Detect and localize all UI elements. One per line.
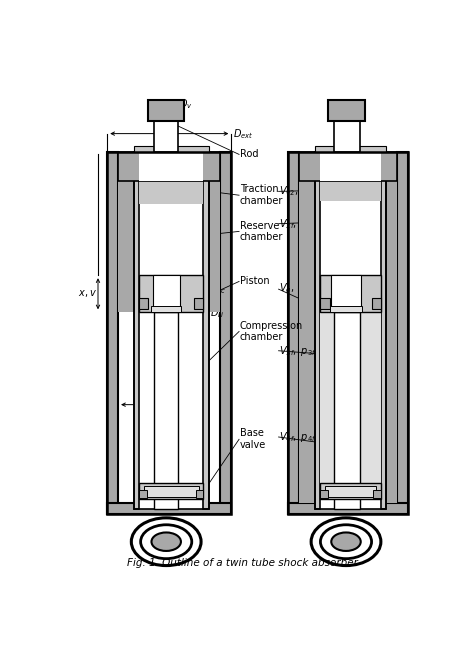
Text: Reserve
chamber: Reserve chamber [240,221,283,243]
Bar [331,275,361,309]
Bar [328,101,365,121]
Bar [320,382,381,483]
Bar [107,152,118,514]
Text: Compression
chamber: Compression chamber [240,321,303,342]
Bar [194,299,203,309]
Bar [107,152,231,514]
Bar [288,152,408,514]
Text: $V_{3f},\ p_{3f}$: $V_{3f},\ p_{3f}$ [279,344,317,358]
Bar [397,152,408,514]
Bar [334,312,360,509]
Bar [139,299,148,309]
Text: $D_v$: $D_v$ [179,97,193,112]
Text: $V_g,\ p_g$: $V_g,\ p_g$ [279,282,311,296]
Bar [118,152,220,181]
Text: $x, v$: $x, v$ [78,288,96,299]
Bar [299,181,315,312]
Bar [334,121,360,152]
Text: Base
valve: Base valve [240,428,266,450]
Bar [288,152,299,514]
Bar [315,152,386,509]
Bar [315,146,386,152]
Bar [139,275,203,312]
Ellipse shape [331,533,361,551]
Text: Fig. 1  Outline of a twin tube shock absorber: Fig. 1 Outline of a twin tube shock abso… [128,558,358,568]
Bar [139,490,147,498]
Bar [153,275,180,309]
Bar [320,312,381,382]
Text: $V_{v2},\ p_{v2}$: $V_{v2},\ p_{v2}$ [279,184,319,199]
Bar [299,152,397,181]
Bar [139,483,203,499]
Bar [288,152,408,514]
Text: $V_{2f},\ p_{2f}$: $V_{2f},\ p_{2f}$ [279,217,317,231]
Bar [134,152,139,509]
Bar [386,152,397,503]
Bar [320,483,381,499]
Bar [139,152,203,181]
Bar [288,503,408,514]
Bar [154,121,178,152]
Text: Traction
chamber: Traction chamber [240,184,283,206]
Bar [134,146,209,152]
Bar [320,152,381,181]
Text: $D_c$: $D_c$ [157,406,170,420]
Bar [118,181,134,312]
Bar [196,490,203,498]
Bar [373,490,381,498]
Bar [154,312,178,509]
Bar [320,181,381,201]
Bar [107,503,231,514]
Bar [148,101,184,121]
Text: $D_{ri}$: $D_{ri}$ [210,306,225,320]
Bar [203,152,209,509]
Bar [315,152,320,509]
Bar [134,152,209,509]
Ellipse shape [152,533,181,551]
Ellipse shape [311,518,381,566]
Bar [320,299,330,309]
Bar [134,152,209,509]
Ellipse shape [141,525,192,559]
Bar [209,181,220,312]
Text: $D_{rc}$: $D_{rc}$ [210,283,226,296]
Ellipse shape [131,518,201,566]
Bar [220,152,231,514]
Bar [144,486,199,497]
Bar [325,486,376,497]
Bar [381,152,386,509]
Bar [330,306,362,312]
Bar [386,181,397,312]
Bar [372,299,381,309]
Bar [315,152,386,509]
Bar [299,152,315,503]
Bar [320,275,381,312]
Bar [320,175,381,181]
Text: $D_{ext}$: $D_{ext}$ [233,126,254,141]
Bar [139,181,203,204]
Bar [151,306,182,312]
Text: $V_{4f},\ p_{4f}$: $V_{4f},\ p_{4f}$ [279,430,317,444]
Ellipse shape [320,525,372,559]
Bar [107,152,231,514]
Text: Piston: Piston [240,277,269,286]
Text: Rod: Rod [240,150,258,159]
Bar [320,490,328,498]
